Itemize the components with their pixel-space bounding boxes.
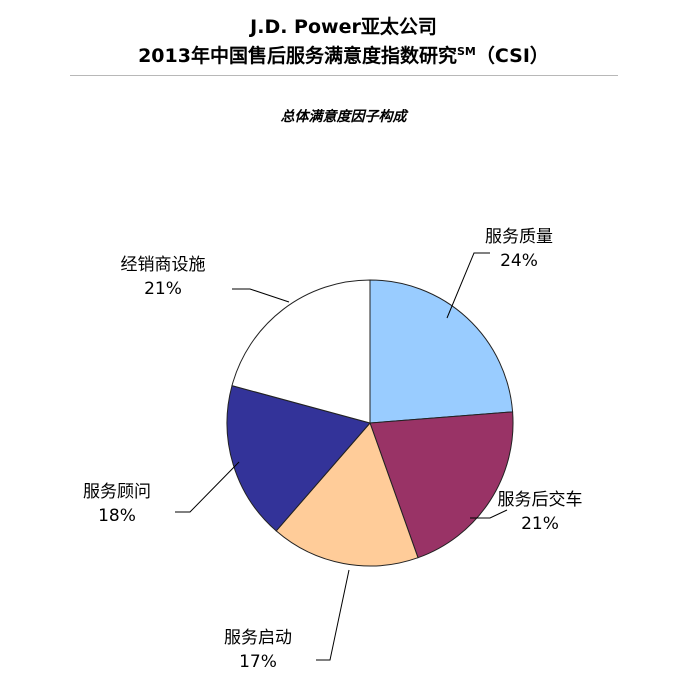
pie-chart-subtitle: 总体满意度因子构成	[280, 109, 407, 125]
slice-value-service-quality: 24%	[500, 251, 538, 271]
slice-value-service-delivery: 21%	[521, 514, 559, 534]
slice-label-service-quality: 服务质量	[485, 227, 553, 247]
leader-line-dealer-facility	[232, 288, 290, 303]
leader-line-service-quality	[446, 252, 490, 319]
slice-value-dealer-facility: 21%	[144, 279, 182, 299]
pie-slice-service-quality	[369, 279, 514, 424]
leader-line-service-advisor	[175, 461, 240, 513]
chart-title-line-1: J.D. Power亚太公司	[250, 16, 437, 38]
title-main-text: 2013年中国售后服务满意度指数研究	[138, 45, 457, 67]
service-mark: SM	[456, 45, 476, 58]
slice-label-service-initiation: 服务启动	[224, 628, 292, 648]
chart-title-line-2: 2013年中国售后服务满意度指数研究SM（CSI）	[0, 41, 687, 68]
pie-slice-service-advisor	[226, 384, 371, 532]
title-divider	[70, 75, 618, 76]
pie-slice-dealer-facility	[231, 279, 371, 424]
slice-value-service-initiation: 17%	[239, 652, 277, 672]
slice-label-dealer-facility: 经销商设施	[121, 255, 206, 275]
pie-slice-service-initiation	[275, 422, 419, 567]
leader-line-service-initiation	[316, 569, 350, 661]
leader-line-service-delivery	[470, 509, 508, 519]
title-csi-text: （CSI）	[475, 45, 549, 67]
slice-label-service-delivery: 服务后交车	[498, 490, 583, 510]
slice-value-service-advisor: 18%	[98, 506, 136, 526]
pie-slice-service-delivery	[369, 411, 514, 559]
slice-label-service-advisor: 服务顾问	[83, 482, 151, 502]
